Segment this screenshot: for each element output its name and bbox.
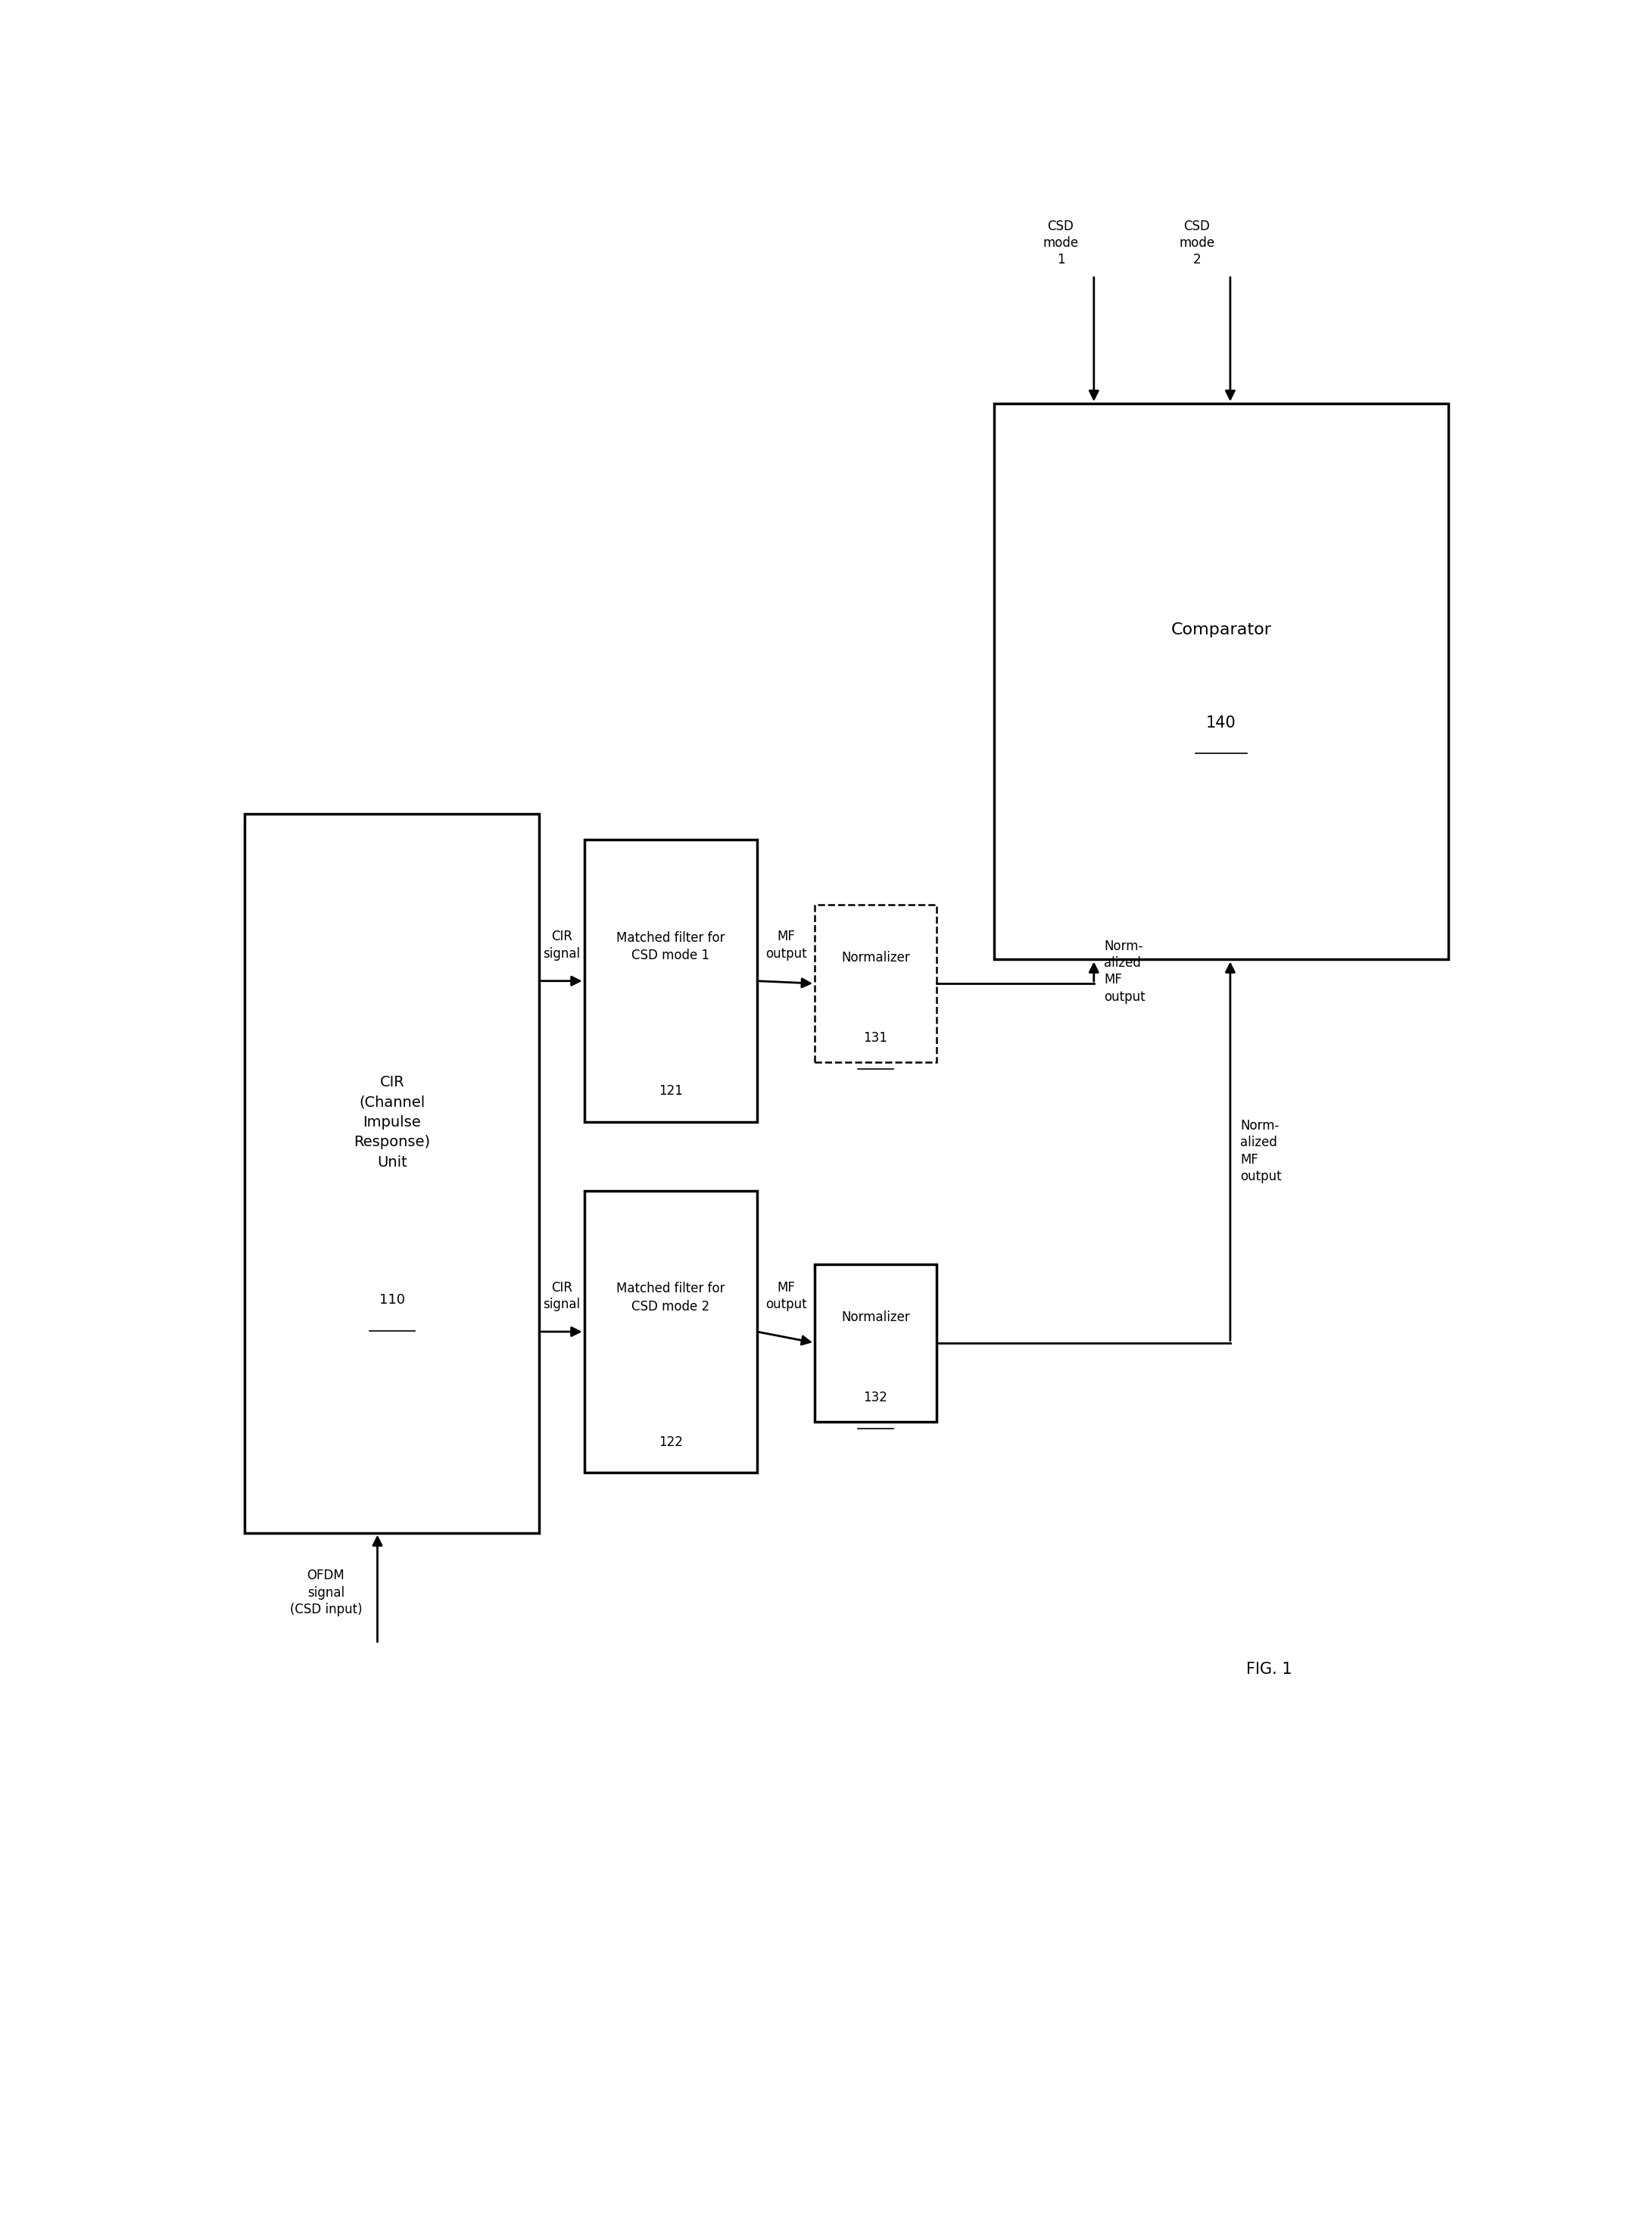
Text: CIR
signal: CIR signal [544,1280,580,1311]
Text: 132: 132 [864,1391,887,1404]
Text: 140: 140 [1206,715,1236,731]
Bar [585,1191,757,1473]
Text: Normalizer: Normalizer [841,1311,910,1324]
Bar [814,1264,937,1422]
Text: Comparator: Comparator [1171,622,1272,638]
Text: CIR
signal: CIR signal [544,931,580,960]
Text: Norm-
alized
MF
output: Norm- alized MF output [1241,1120,1282,1184]
Text: 121: 121 [659,1084,682,1098]
Bar [585,840,757,1122]
Text: Normalizer: Normalizer [841,951,910,964]
Bar [814,904,937,1062]
Text: Norm-
alized
MF
output: Norm- alized MF output [1104,940,1145,1004]
Text: 110: 110 [380,1293,405,1307]
Text: MF
output: MF output [765,931,806,960]
Text: MF
output: MF output [765,1280,806,1311]
Bar [244,813,539,1533]
Text: 122: 122 [659,1435,682,1449]
Bar [995,404,1449,960]
Text: 131: 131 [864,1031,887,1044]
Text: Matched filter for
CSD mode 1: Matched filter for CSD mode 1 [616,931,725,962]
Text: CSD
mode
2: CSD mode 2 [1180,220,1214,267]
Text: Matched filter for
CSD mode 2: Matched filter for CSD mode 2 [616,1282,725,1313]
Text: FIG. 1: FIG. 1 [1246,1662,1292,1678]
Text: CIR
(Channel
Impulse
Response)
Unit: CIR (Channel Impulse Response) Unit [354,1075,431,1169]
Text: CSD
mode
1: CSD mode 1 [1042,220,1079,267]
Text: OFDM
signal
(CSD input): OFDM signal (CSD input) [289,1569,362,1615]
